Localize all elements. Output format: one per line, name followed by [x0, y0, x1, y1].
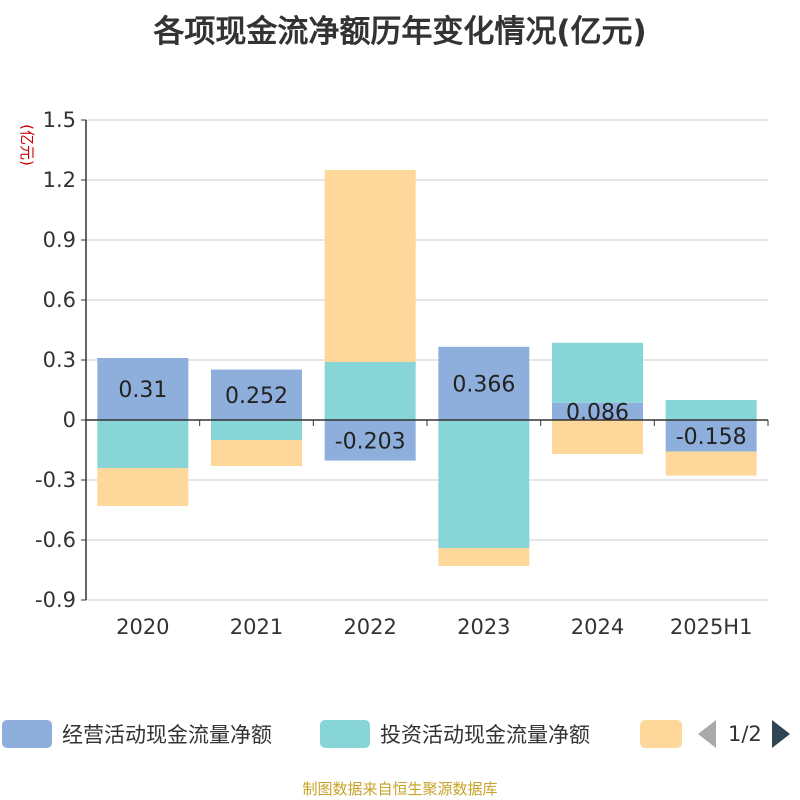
data-label: -0.203: [335, 429, 406, 454]
source-note: 制图数据来自恒生聚源数据库: [302, 780, 498, 798]
bar-segment: [552, 342, 643, 403]
bar-segment: [438, 548, 530, 566]
y-tick-label: -0.3: [35, 468, 76, 492]
data-label: -0.158: [676, 425, 747, 450]
chart-title: 各项现金流净额历年变化情况(亿元): [153, 14, 647, 50]
y-tick-label: -0.6: [35, 528, 76, 552]
y-tick-label: 1.2: [43, 168, 76, 192]
bar-segment: [438, 420, 530, 548]
bar-segment: [552, 420, 643, 454]
data-label: 0.366: [452, 372, 515, 397]
y-tick-label: 0.9: [43, 228, 76, 252]
y-tick-label: 0.3: [43, 348, 76, 372]
legend-item-investing[interactable]: 投资活动现金流量净额: [320, 716, 590, 752]
bar-segment: [665, 451, 757, 476]
y-tick-label: 1.5: [43, 108, 76, 132]
bar-segment: [324, 420, 416, 461]
bar-segment: [324, 170, 416, 362]
x-tick-label: 2024: [571, 615, 624, 639]
bar-segment: [97, 468, 189, 506]
x-tick-label: 2025H1: [670, 615, 753, 639]
pager-text: 1/2: [728, 722, 762, 746]
legend-item-operating[interactable]: 经营活动现金流量净额: [2, 716, 272, 752]
x-tick-label: 2021: [230, 615, 283, 639]
y-tick-label: -0.9: [35, 588, 76, 612]
bar-segment: [665, 420, 757, 452]
bar-segment: [97, 420, 189, 468]
bar-segment: [97, 358, 189, 420]
data-label: 0.086: [566, 400, 629, 425]
x-tick-label: 2020: [116, 615, 169, 639]
legend-swatch-investing: [320, 720, 370, 748]
bar-segment: [211, 420, 302, 440]
legend-label-investing: 投资活动现金流量净额: [380, 723, 590, 747]
data-label: 0.31: [118, 378, 167, 403]
chart-plot: (亿元) 1.5 1.2 0.9 0.6 0.3 0 -0.3 -0.6 -0.9 2020 202…: [18, 108, 769, 639]
y-axis-label: (亿元): [18, 124, 36, 166]
legend-label-operating: 经营活动现金流量净额: [62, 723, 272, 747]
bar-segment: [552, 402, 643, 420]
x-tick-label: 2023: [457, 615, 510, 639]
bar-segment: [211, 440, 302, 466]
pager-prev-icon[interactable]: [698, 720, 716, 748]
legend-pager: 1/2: [698, 716, 790, 752]
legend: 经营活动现金流量净额 投资活动现金流量净额 1/2: [0, 716, 800, 752]
y-tick-label: 0: [63, 408, 76, 432]
legend-swatch-operating: [2, 720, 52, 748]
y-tick-label: 0.6: [43, 288, 76, 312]
bar-segment: [665, 400, 757, 420]
bar-segment: [438, 346, 530, 420]
x-tick-label: 2022: [343, 615, 396, 639]
legend-swatch-financing: [640, 720, 682, 748]
legend-item-financing[interactable]: [640, 716, 692, 752]
bar-segment: [211, 369, 302, 420]
pager-next-icon[interactable]: [771, 720, 790, 748]
bar-segment: [324, 362, 416, 420]
data-label: 0.252: [225, 384, 288, 409]
